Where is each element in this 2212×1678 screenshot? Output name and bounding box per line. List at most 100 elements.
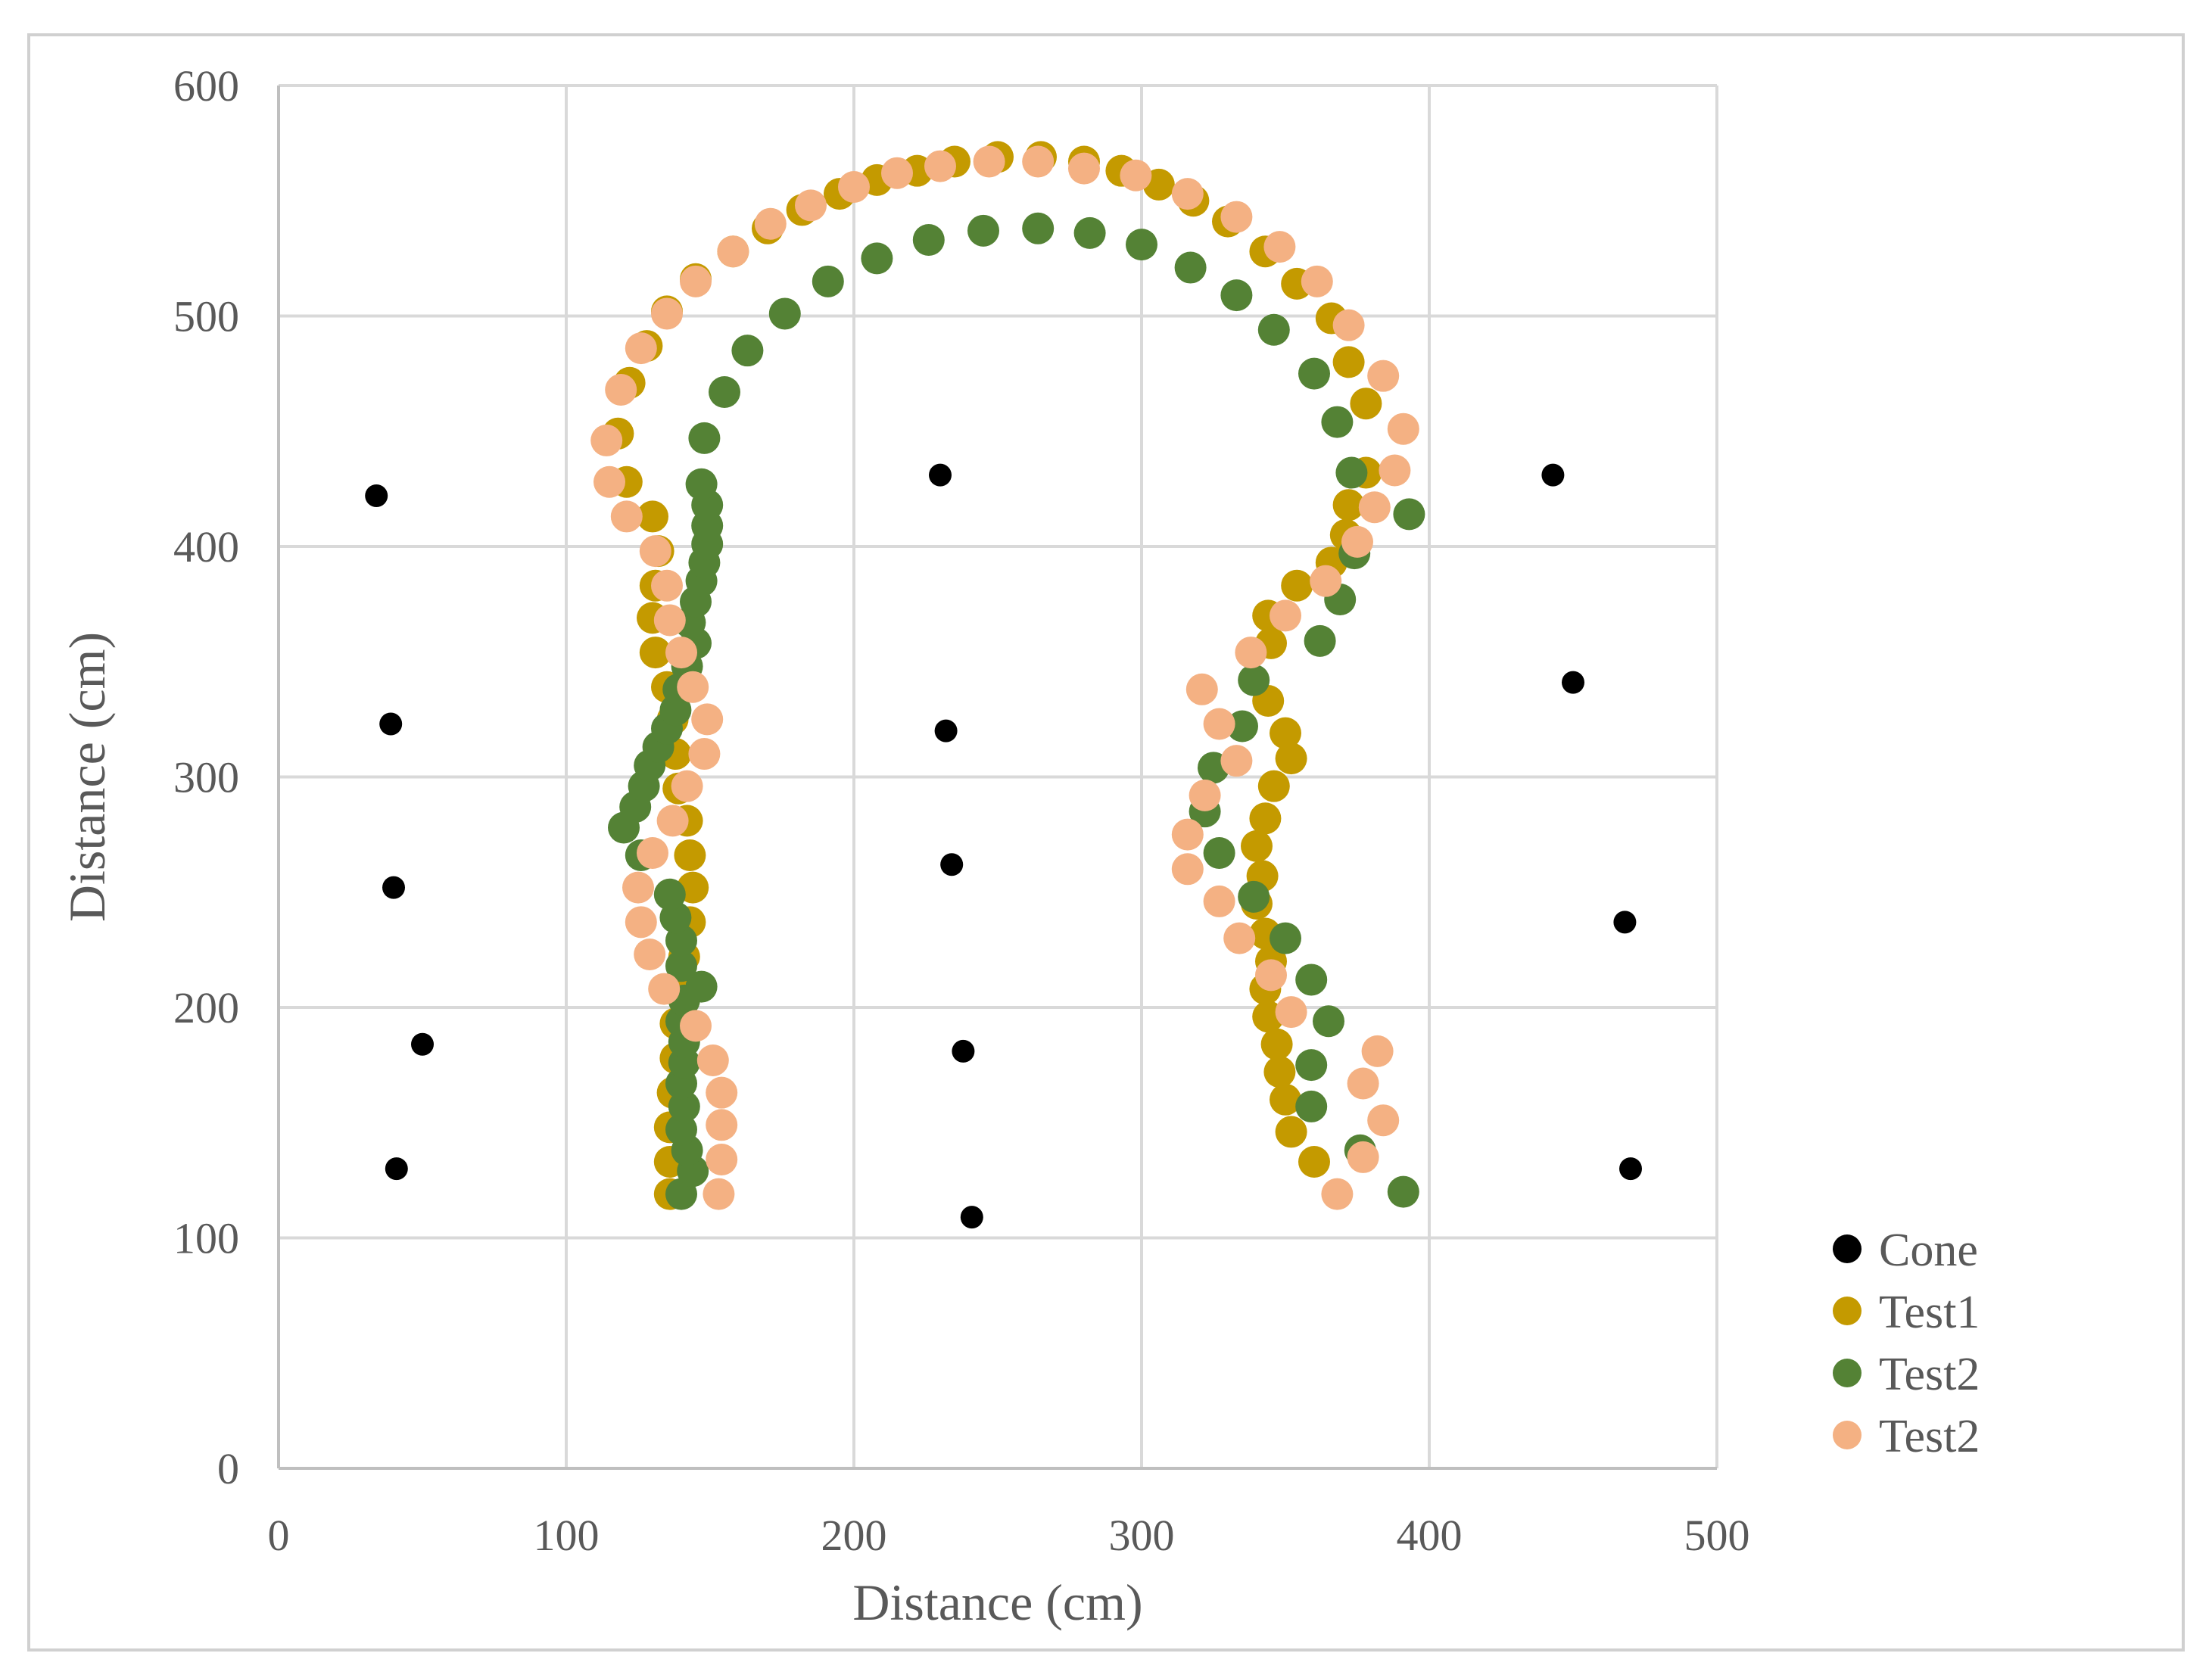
series-2-point-56 (1226, 710, 1258, 742)
series-3-point-56 (1203, 885, 1235, 917)
series-2-point-35 (709, 375, 740, 408)
y-tick-label-2: 200 (173, 983, 239, 1032)
series-3-point-30 (838, 170, 870, 203)
series-3-point-22 (590, 424, 623, 456)
y-tick-label-1: 100 (173, 1214, 239, 1263)
series-3-point-44 (1379, 454, 1411, 487)
series-3-point-49 (1235, 637, 1267, 669)
series-1-point-67 (1270, 1083, 1301, 1116)
series-1-point-58 (1241, 830, 1273, 862)
series-3-point-18 (651, 569, 683, 602)
y-axis-title: Distance (cm) (58, 632, 116, 922)
series-2-point-3 (665, 1113, 697, 1146)
series-0-point-0 (365, 484, 388, 508)
series-3-point-32 (924, 150, 956, 182)
series-1-point-56 (1257, 770, 1290, 802)
legend: Cone Test1 Test2 Test2 (1833, 1225, 1980, 1462)
series-3-point-0 (703, 1178, 735, 1210)
series-1-point-44 (1332, 346, 1365, 378)
series-3-point-57 (1223, 922, 1256, 954)
series-3-point-26 (680, 265, 712, 297)
series-3-point-28 (754, 207, 787, 240)
series-2-point-51 (1393, 498, 1425, 531)
series-3-point-15 (677, 671, 709, 703)
y-tick-label-6: 600 (173, 61, 239, 111)
series-2-point-62 (1295, 964, 1328, 996)
series-3-point-38 (1220, 201, 1253, 233)
series-0-point-13 (1619, 1157, 1642, 1181)
series-1-point-65 (1260, 1028, 1293, 1060)
series-1-point-20 (637, 500, 668, 533)
y-tick-label-4: 400 (173, 522, 239, 571)
series-2-point-54 (1304, 624, 1336, 657)
series-0-point-12 (1613, 911, 1637, 934)
series-3-point-29 (795, 189, 827, 222)
series-2-point-46 (1220, 279, 1253, 312)
series-3-point-25 (651, 297, 683, 330)
series-3-point-42 (1367, 360, 1400, 392)
series-1-point-10 (674, 839, 706, 872)
series-1-point-55 (1275, 742, 1307, 775)
series-3-point-58 (1255, 959, 1287, 992)
chart-frame (27, 33, 2185, 1652)
series-0-point-7 (940, 853, 964, 876)
series-2-point-10 (685, 970, 718, 1003)
legend-marker-2 (1833, 1359, 1862, 1387)
series-2-point-42 (1022, 212, 1055, 244)
series-3-point-7 (634, 938, 666, 970)
series-2-point-47 (1257, 313, 1290, 346)
series-2-point-45 (1174, 251, 1207, 284)
series-3-point-4 (696, 1044, 729, 1077)
series-3-point-40 (1301, 265, 1333, 297)
series-0-point-10 (1541, 463, 1565, 487)
series-3-point-11 (656, 805, 689, 837)
series-2-point-36 (731, 335, 764, 367)
series-3-point-20 (610, 500, 643, 533)
series-2-point-44 (1126, 229, 1157, 261)
series-3-points (590, 145, 1419, 1210)
series-2-point-4 (668, 1090, 700, 1122)
series-2-points (608, 212, 1425, 1210)
legend-marker-1 (1833, 1297, 1862, 1325)
series-3-point-23 (605, 373, 637, 406)
series-2-point-61 (1270, 922, 1301, 954)
series-3-point-37 (1171, 178, 1204, 210)
series-3-point-10 (637, 836, 668, 869)
series-3-point-47 (1310, 565, 1342, 597)
series-0-point-1 (379, 712, 403, 736)
series-3-point-51 (1203, 708, 1235, 740)
series-2-point-37 (768, 297, 801, 330)
series-2-point-55 (1238, 664, 1270, 696)
series-3-point-34 (1022, 145, 1055, 178)
x-tick-label-1: 100 (534, 1511, 600, 1560)
series-2-point-59 (1203, 836, 1235, 869)
series-3-point-52 (1220, 745, 1253, 777)
series-3-point-63 (1347, 1141, 1379, 1173)
series-1-point-66 (1263, 1056, 1296, 1088)
tick-labels: 0 100 200 300 400 500 0 100 200 300 400 500 600 (173, 61, 1750, 1560)
series-1-point-47 (1332, 489, 1365, 521)
series-0-point-6 (934, 719, 958, 742)
series-2-point-41 (967, 214, 999, 247)
series-2-point-63 (1313, 1005, 1344, 1038)
series-0-point-11 (1562, 671, 1584, 694)
series-2-point-60 (1238, 880, 1270, 913)
series-1-point-50 (1281, 569, 1313, 602)
series-3-point-9 (622, 871, 654, 904)
series-2-point-14 (653, 878, 686, 911)
series-2-point-39 (861, 242, 893, 275)
series-3-point-36 (1120, 159, 1152, 191)
legend-label-1: Test1 (1879, 1287, 1980, 1338)
series-3-point-60 (1361, 1035, 1394, 1067)
series-3-point-55 (1171, 853, 1204, 886)
series-3-point-14 (691, 703, 724, 736)
y-tick-label-5: 500 (173, 292, 239, 341)
series-1-point-69 (1298, 1146, 1330, 1178)
series-2-point-48 (1298, 357, 1330, 390)
series-3-point-41 (1332, 309, 1365, 341)
series-3-point-21 (594, 465, 625, 498)
series-3-point-24 (625, 332, 657, 365)
legend-marker-3 (1833, 1421, 1862, 1449)
series-0-point-9 (960, 1206, 983, 1229)
series-3-point-46 (1341, 525, 1373, 558)
